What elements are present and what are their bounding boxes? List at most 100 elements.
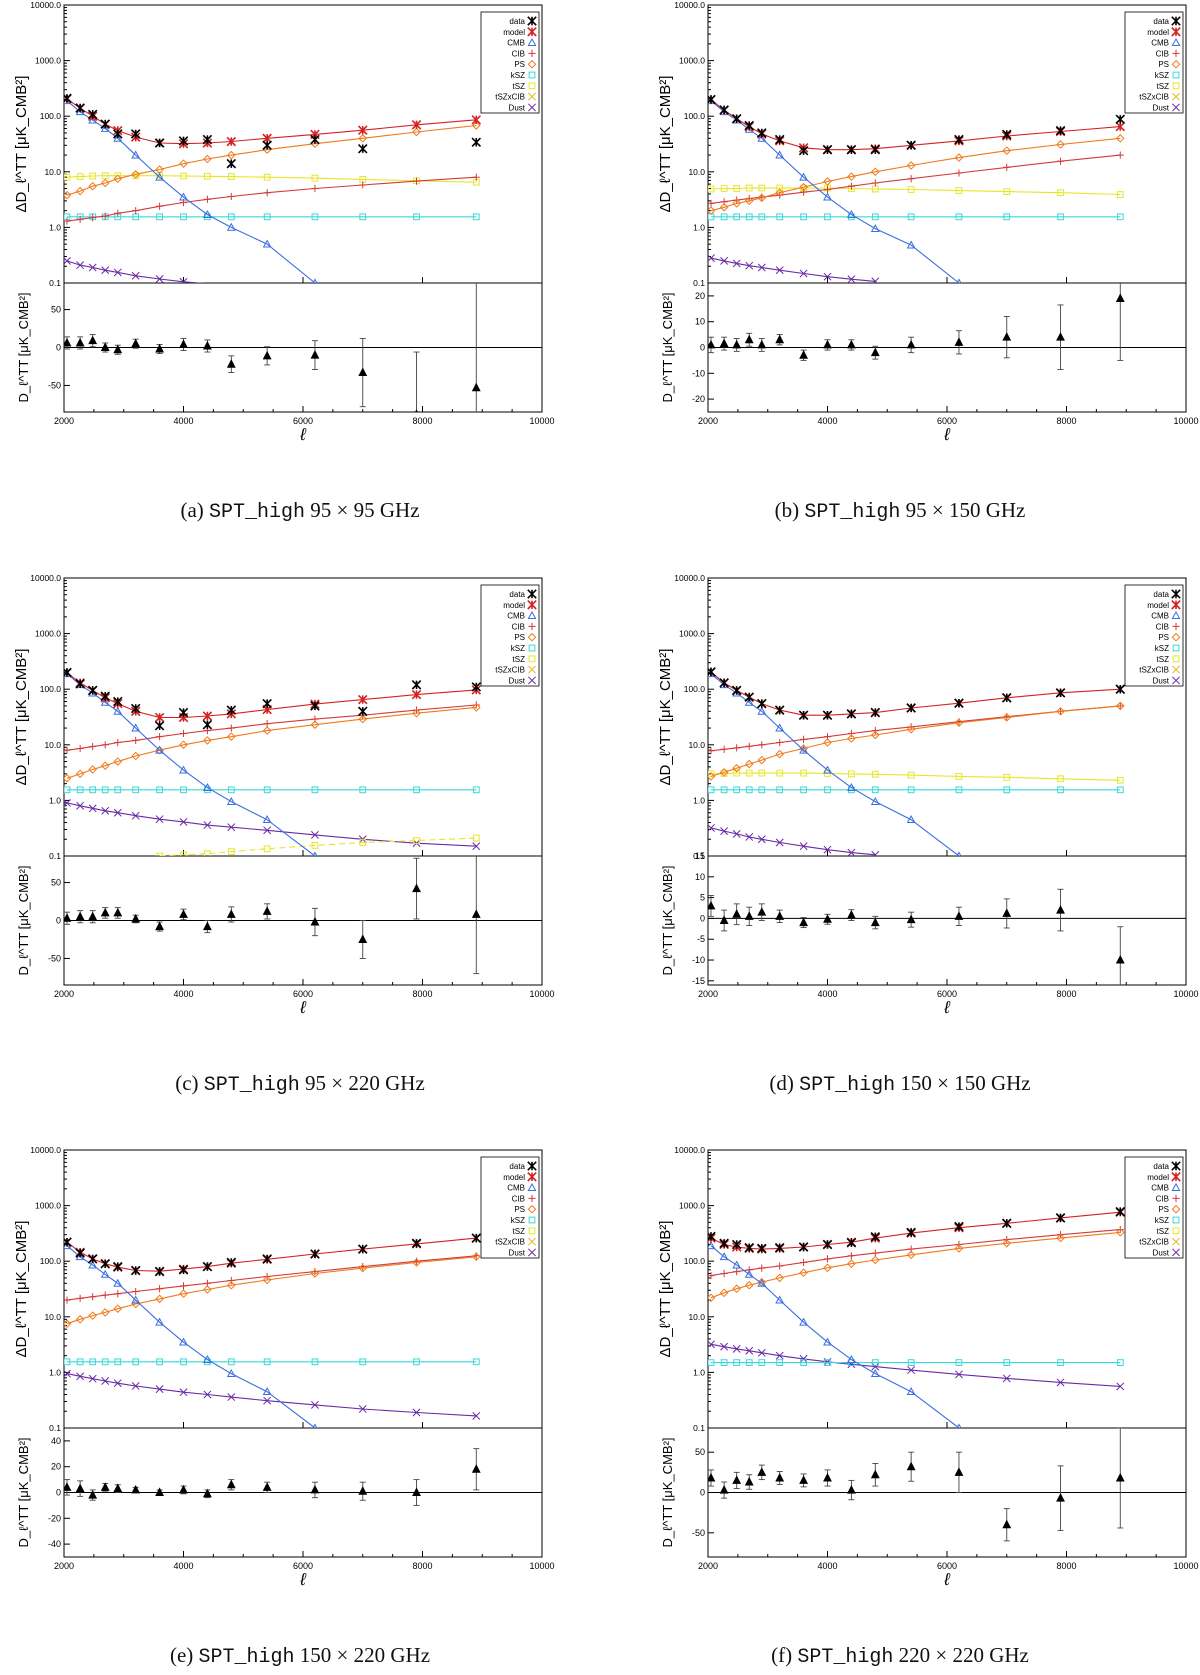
residual-point [1002,1519,1012,1529]
marker-triangle [906,1387,916,1396]
marker-plus [720,1269,728,1278]
marker-diamond [262,1275,272,1285]
marker-cross [131,1382,140,1390]
marker-star [178,1265,189,1275]
x-tick-label: 8000 [1056,416,1076,426]
residual-point [954,1467,964,1476]
panel-c: 2000 4000 6000 8000 10000 ℓ 0.1 1.0 10.0 100.0 100… [13,573,555,1017]
marker-star [202,134,213,145]
residual-point [415,409,418,412]
y-tick-label: 10000.0 [674,1145,705,1155]
marker-square [720,185,728,192]
marker-diamond [131,751,141,761]
residual-point [64,913,72,922]
marker-diamond [1056,707,1065,716]
y-tick-label: 100.0 [40,1256,62,1266]
legend-label-data: data [1153,17,1169,26]
marker-plus [847,182,855,190]
residual-point [799,350,809,359]
legend-label-tsz: tSZ [1157,655,1170,664]
residual-point [471,909,481,918]
residual-point [1115,954,1125,964]
marker-plus [708,199,715,208]
marker-cross [871,850,880,856]
y-tick-label: 1000.0 [35,629,61,639]
marker-plus [64,746,71,754]
series-line-dust [66,260,206,283]
marker-plus [114,209,122,217]
marker-star [87,1254,98,1264]
residual-point [906,914,916,924]
marker-square [472,834,480,842]
marker-square [263,845,271,853]
series-line-dust [710,257,876,282]
caption-freq: 95 × 220 GHz [305,1071,425,1095]
marker-diamond [708,206,716,215]
residual-point [846,339,856,349]
marker-star [87,685,98,696]
residual-point [799,917,809,927]
legend-label-model: model [1147,1173,1169,1182]
marker-cross [76,801,85,810]
marker-cross [227,1393,236,1402]
marker-triangle [1171,610,1181,619]
marker-plus [823,1255,832,1263]
top-series-group [64,93,482,283]
series-line-tsz [710,772,1121,781]
x-tick-label: 10000 [529,416,554,426]
legend-label-ksz: kSZ [511,1216,525,1225]
y-tick-label: -10 [692,955,705,965]
marker-cross [101,806,110,815]
top-y-axis-label: ΔD_ℓ^TT [μK_CMB²] [13,76,30,213]
legend-label-cib: CIB [1156,1194,1169,1203]
marker-diamond [1115,1228,1125,1237]
marker-square [733,213,741,221]
y-tick-label: 1.0 [693,1367,705,1377]
legend-label-model: model [1147,601,1169,610]
marker-cross [1172,92,1180,101]
residual-point [708,339,716,349]
marker-square [528,71,536,79]
marker-diamond [732,1284,741,1294]
marker-cross [155,1385,164,1394]
x-tick-label: 10000 [529,989,554,999]
residual-point [757,339,767,349]
marker-star [154,712,165,723]
marker-star [906,703,916,713]
y-tick-label: 5 [700,893,705,903]
x-tick-label: 10000 [1173,1561,1198,1571]
top-series-group [64,1233,482,1428]
marker-square [745,1359,753,1366]
marker-triangle [775,150,785,159]
marker-plus [758,741,766,749]
marker-square [132,786,140,794]
marker-star [202,719,213,730]
y-tick-label: -5 [697,934,705,944]
x-tick-label: 6000 [937,989,957,999]
marker-plus [528,1194,536,1202]
marker-cross [871,277,880,283]
marker-square [263,1358,271,1366]
marker-diamond [775,749,785,759]
marker-cross [88,1374,97,1383]
marker-square [776,1359,784,1366]
marker-plus [359,181,367,189]
marker-triangle [155,745,165,754]
residual-point [179,909,188,918]
marker-square [1003,1359,1011,1366]
legend-label-cib: CIB [512,49,525,58]
marker-star [262,140,272,151]
x-tick-label: 6000 [937,1561,957,1571]
marker-triangle [88,1260,98,1269]
residual-point [906,1461,916,1471]
marker-diamond [757,193,767,203]
y-tick-label: 100.0 [40,684,62,694]
marker-cross [155,815,164,824]
marker-square [1172,1216,1180,1224]
marker-diamond [823,1263,832,1273]
residual-point [732,909,742,918]
marker-star [1171,1161,1181,1171]
marker-diamond [906,161,916,170]
marker-triangle [708,1241,716,1250]
marker-square [89,786,97,794]
